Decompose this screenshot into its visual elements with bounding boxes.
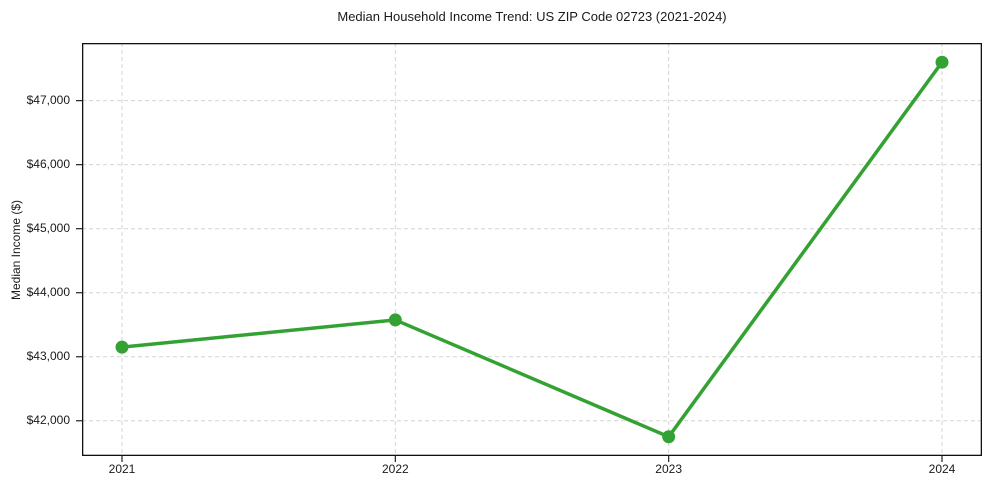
x-tick-label: 2021 [108, 462, 136, 476]
y-tick-label: $42,000 [26, 412, 70, 427]
data-point [388, 313, 402, 327]
data-point [662, 430, 676, 444]
plot-border [81, 42, 983, 457]
x-tick-label: 2023 [655, 462, 682, 476]
y-tick-label: $45,000 [26, 220, 70, 235]
plot-area [76, 42, 983, 462]
data-line [120, 60, 944, 439]
y-tick-label: $47,000 [26, 92, 70, 107]
chart-title: Median Household Income Trend: US ZIP Co… [337, 9, 727, 24]
data-point [115, 340, 129, 354]
data-point [935, 55, 949, 69]
x-tick-label: 2024 [928, 462, 956, 476]
y-tick-label: $44,000 [26, 284, 70, 299]
x-tick-label: 2022 [381, 462, 409, 476]
y-tick-label: $46,000 [26, 156, 70, 171]
y-tick-label: $43,000 [26, 348, 70, 363]
